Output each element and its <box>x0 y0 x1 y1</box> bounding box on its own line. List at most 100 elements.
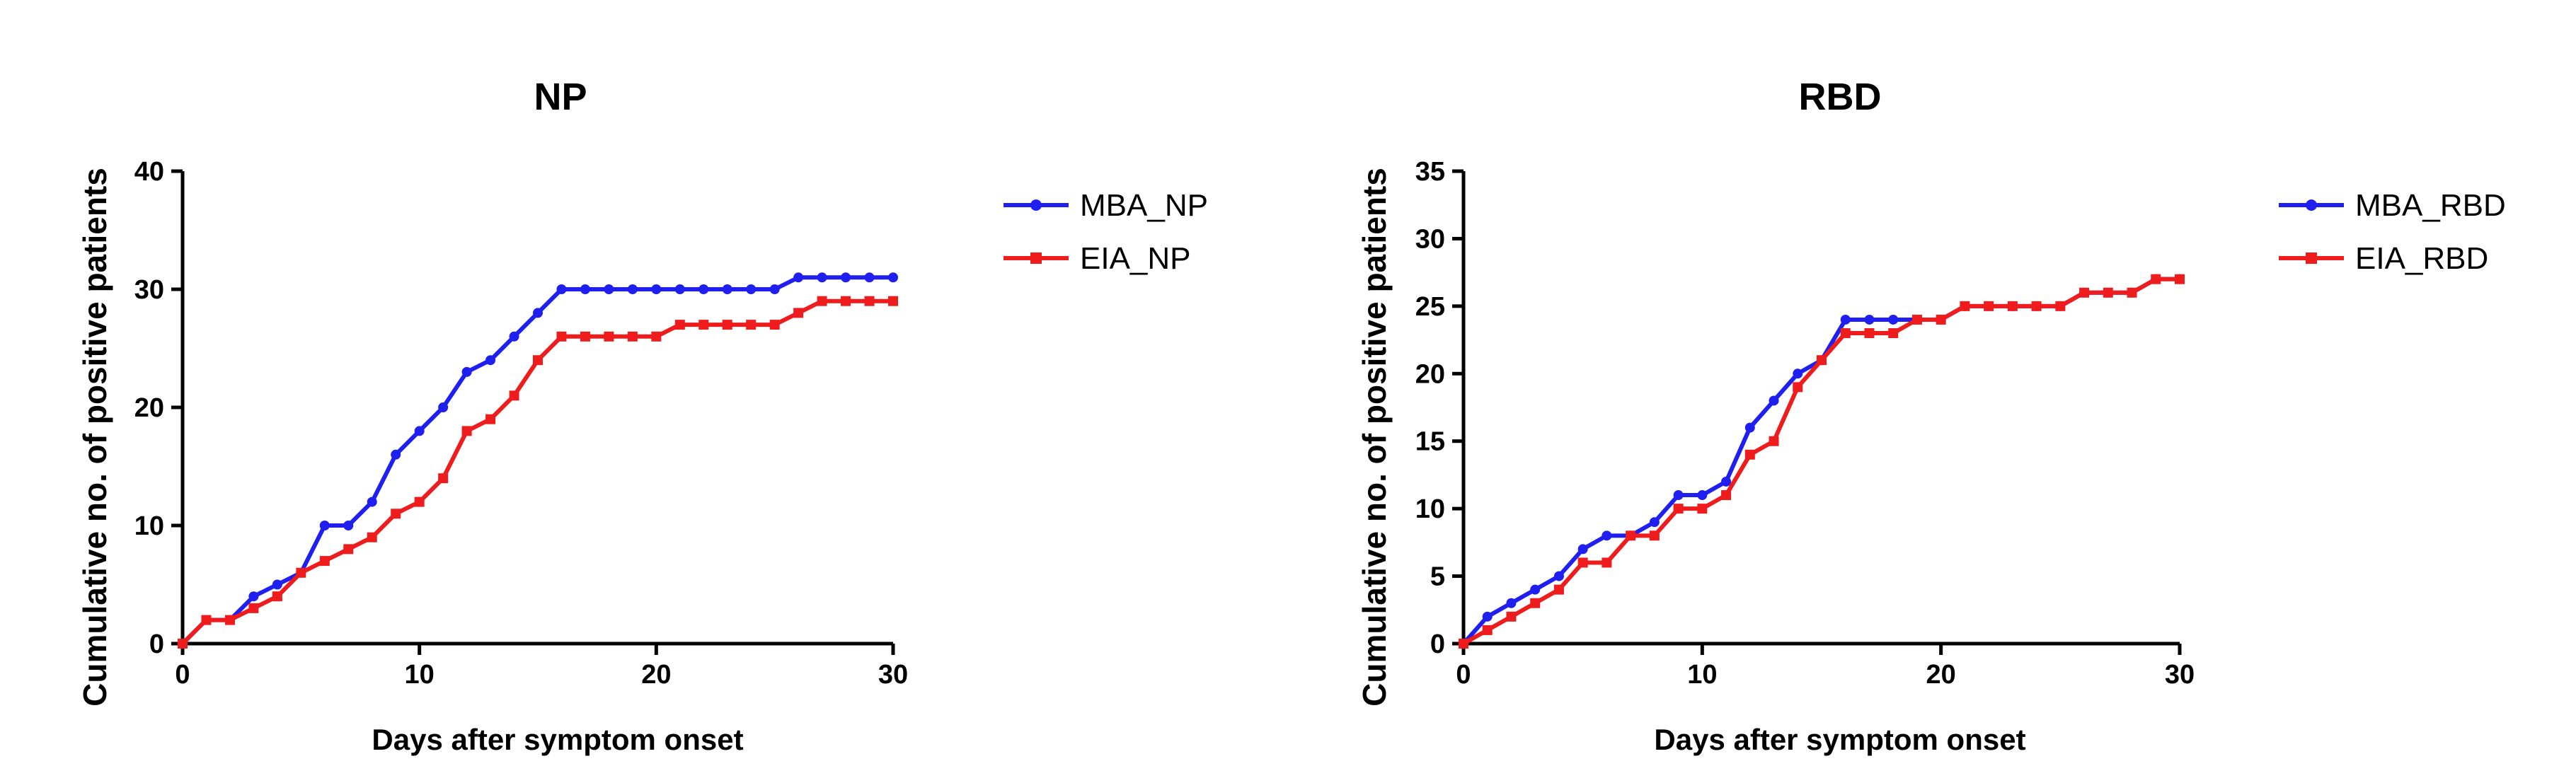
data-point-eia-rbd <box>1793 382 1803 393</box>
data-point-mba-np <box>769 284 780 294</box>
data-point-eia-rbd <box>1506 611 1517 622</box>
data-point-eia-rbd <box>1602 557 1612 568</box>
data-point-eia-rbd <box>1697 504 1708 514</box>
data-point-mba-np <box>438 402 449 412</box>
data-point-eia-rbd <box>2055 301 2066 311</box>
data-point-eia-np <box>722 320 732 330</box>
np-y-tick-label: 40 <box>134 157 164 187</box>
data-point-eia-np <box>556 331 567 342</box>
np-x-tick-label: 20 <box>641 660 671 690</box>
data-point-eia-np <box>272 591 282 602</box>
legend-marker-eia-np <box>1030 252 1042 264</box>
data-point-mba-np <box>580 284 590 294</box>
data-point-eia-rbd <box>1626 530 1636 541</box>
data-point-mba-np <box>793 272 804 283</box>
data-point-eia-np <box>627 331 638 342</box>
data-point-eia-rbd <box>1864 328 1875 339</box>
rbd-chart-panel: RBD Cumulative no. of positive patients … <box>1356 76 2506 756</box>
data-point-eia-rbd <box>2175 274 2185 284</box>
legend-item-eia-np: EIA_NP <box>1004 241 1191 276</box>
data-point-eia-np <box>461 426 472 436</box>
data-point-eia-rbd <box>2031 301 2042 311</box>
rbd-x-tick-label: 0 <box>1456 660 1471 690</box>
data-point-eia-rbd <box>1840 328 1851 339</box>
data-point-mba-np <box>367 497 377 507</box>
data-point-eia-rbd <box>1482 625 1493 635</box>
np-y-tick-label: 30 <box>134 275 164 305</box>
data-point-eia-np <box>674 320 685 330</box>
data-point-mba-np <box>674 284 685 294</box>
data-point-eia-rbd <box>1936 314 1946 325</box>
data-point-eia-rbd <box>2079 287 2090 298</box>
data-point-eia-rbd <box>1530 598 1541 608</box>
rbd-legend: MBA_RBD EIA_RBD <box>2279 188 2506 276</box>
data-point-mba-rbd <box>1697 490 1708 501</box>
data-point-mba-np <box>556 284 567 294</box>
data-point-mba-rbd <box>1577 544 1588 555</box>
legend-label-mba-rbd: MBA_RBD <box>2355 188 2506 223</box>
data-point-eia-rbd <box>2151 274 2161 284</box>
data-point-eia-np <box>319 556 330 567</box>
data-point-mba-np <box>627 284 638 294</box>
data-point-eia-rbd <box>1744 449 1755 460</box>
data-point-eia-rbd <box>1649 530 1660 541</box>
np-x-axis-label: Days after symptom onset <box>372 723 743 756</box>
data-point-eia-rbd <box>1721 490 1732 501</box>
data-point-mba-np <box>343 521 354 530</box>
series-line-eia-rbd <box>1462 277 2180 646</box>
data-point-mba-np <box>248 591 259 602</box>
data-point-eia-rbd <box>1553 584 1564 595</box>
data-point-eia-rbd <box>1459 639 1468 649</box>
rbd-y-tick-label: 5 <box>1430 562 1445 592</box>
rbd-y-axis-label: Cumulative no. of positive patients <box>1356 168 1393 707</box>
rbd-x-tick-label: 10 <box>1687 660 1717 690</box>
data-point-eia-np <box>746 320 757 330</box>
series-line-eia-np <box>180 298 893 646</box>
data-point-mba-rbd <box>1530 584 1541 595</box>
rbd-y-tick-label: 0 <box>1430 629 1445 659</box>
np-y-tick-label: 0 <box>149 629 164 659</box>
np-y-tick-label: 20 <box>134 393 164 423</box>
data-point-mba-np <box>651 284 662 294</box>
data-point-eia-np <box>438 473 449 484</box>
data-point-mba-np <box>864 272 875 283</box>
data-point-mba-np <box>722 284 732 294</box>
data-point-mba-np <box>319 521 330 530</box>
rbd-x-axis-label: Days after symptom onset <box>1654 723 2025 756</box>
legend-label-mba-np: MBA_NP <box>1080 188 1208 223</box>
data-point-mba-rbd <box>1769 395 1779 406</box>
data-point-mba-np <box>485 355 496 366</box>
rbd-y-tick-label: 30 <box>1415 224 1445 254</box>
data-point-eia-np <box>509 390 519 401</box>
data-point-eia-np <box>888 296 898 306</box>
rbd-y-tick-label: 25 <box>1415 292 1445 322</box>
data-point-mba-rbd <box>1553 571 1564 581</box>
np-axes <box>171 169 895 655</box>
data-point-eia-rbd <box>1911 314 1922 325</box>
data-point-eia-np <box>769 320 780 330</box>
data-point-eia-np <box>651 331 662 342</box>
legend-marker-mba-rbd <box>2306 199 2317 211</box>
np-legend: MBA_NP EIA_NP <box>1004 188 1208 276</box>
rbd-y-tick-label: 20 <box>1415 359 1445 389</box>
legend-label-eia-np: EIA_NP <box>1080 241 1191 276</box>
data-point-eia-rbd <box>1817 355 1827 366</box>
legend-marker-eia-rbd <box>2306 252 2317 264</box>
data-point-eia-np <box>864 296 875 306</box>
data-point-eia-rbd <box>1960 301 1970 311</box>
np-chart-title: NP <box>534 76 587 118</box>
data-point-eia-np <box>533 355 543 366</box>
legend-item-mba-rbd: MBA_RBD <box>2279 188 2506 223</box>
rbd-tick-labels: 0 5 10 15 20 25 30 35 0 10 20 30 <box>1415 157 2195 690</box>
data-point-eia-np <box>248 603 259 613</box>
data-point-mba-np <box>533 308 543 318</box>
np-x-tick-label: 10 <box>405 660 435 690</box>
rbd-plot-area <box>1459 274 2185 649</box>
np-y-axis-label: Cumulative no. of positive patients <box>76 168 113 707</box>
data-point-eia-rbd <box>1984 301 1994 311</box>
data-point-eia-np <box>841 296 851 306</box>
data-point-mba-np <box>888 272 898 283</box>
rbd-y-tick-label: 10 <box>1415 494 1445 524</box>
data-point-mba-np <box>604 284 614 294</box>
